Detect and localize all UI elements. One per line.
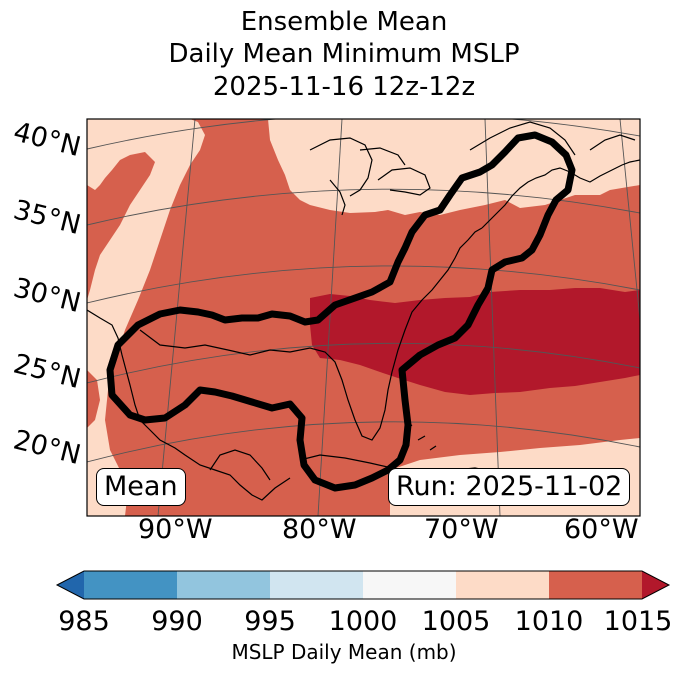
run-date-badge: Run: 2025-11-02: [388, 468, 631, 506]
colorbar-bin: [456, 571, 549, 599]
parallel-30n: [87, 265, 640, 304]
coastline-canada: [469, 121, 636, 156]
parallel-40n: [87, 119, 640, 150]
lon-label-80w: 80°W: [282, 514, 357, 545]
colorbar-tick-1005: 1005: [421, 606, 491, 637]
colorbar-bin: [363, 571, 456, 599]
colorbar-tick-1010: 1010: [514, 606, 584, 637]
coastline-yucatan: [209, 449, 271, 481]
colorbar-tick-1015: 1015: [603, 606, 673, 637]
meridian-90w: [157, 119, 196, 516]
graticule: [87, 119, 640, 516]
colorbar-tick-990: 990: [151, 606, 203, 637]
colorbar-label: MSLP Daily Mean (mb): [231, 640, 457, 664]
colorbar-bin: [270, 571, 363, 599]
colorbar-tick-1000: 1000: [328, 606, 398, 637]
mean-badge: Mean: [96, 468, 186, 506]
mslp-contour: [106, 131, 576, 492]
colorbar-tick-995: 995: [244, 606, 296, 637]
colorbar-tick-985: 985: [58, 606, 110, 637]
map-frame: [86, 118, 641, 517]
parallel-35n: [87, 188, 640, 226]
title-line-3: 2025-11-16 12z-12z: [212, 72, 476, 102]
map-panel: [87, 119, 640, 516]
colorbar-outline: [55, 570, 671, 600]
colorbar-extend-low: [57, 571, 84, 599]
lon-label-70w: 70°W: [424, 514, 499, 545]
parallel-25n: [87, 342, 640, 384]
meridian-60w: [619, 119, 640, 321]
parallel-20n: [87, 421, 640, 463]
meridian-80w: [317, 119, 343, 516]
title-line-1: Ensemble Mean: [240, 7, 448, 37]
lon-label-90w: 90°W: [138, 514, 213, 545]
colorbar: [55, 570, 671, 600]
colorbar-bin: [177, 571, 270, 599]
coastline-northeast: [481, 159, 640, 229]
title-line-2: Daily Mean Minimum MSLP: [168, 39, 520, 69]
lon-label-60w: 60°W: [564, 514, 639, 545]
colorbar-bin: [549, 571, 642, 599]
colorbar-bin: [84, 571, 177, 599]
colorbar-extend-high: [642, 571, 669, 599]
coastline-great-lakes: [309, 137, 431, 216]
meridian-70w: [484, 119, 501, 516]
